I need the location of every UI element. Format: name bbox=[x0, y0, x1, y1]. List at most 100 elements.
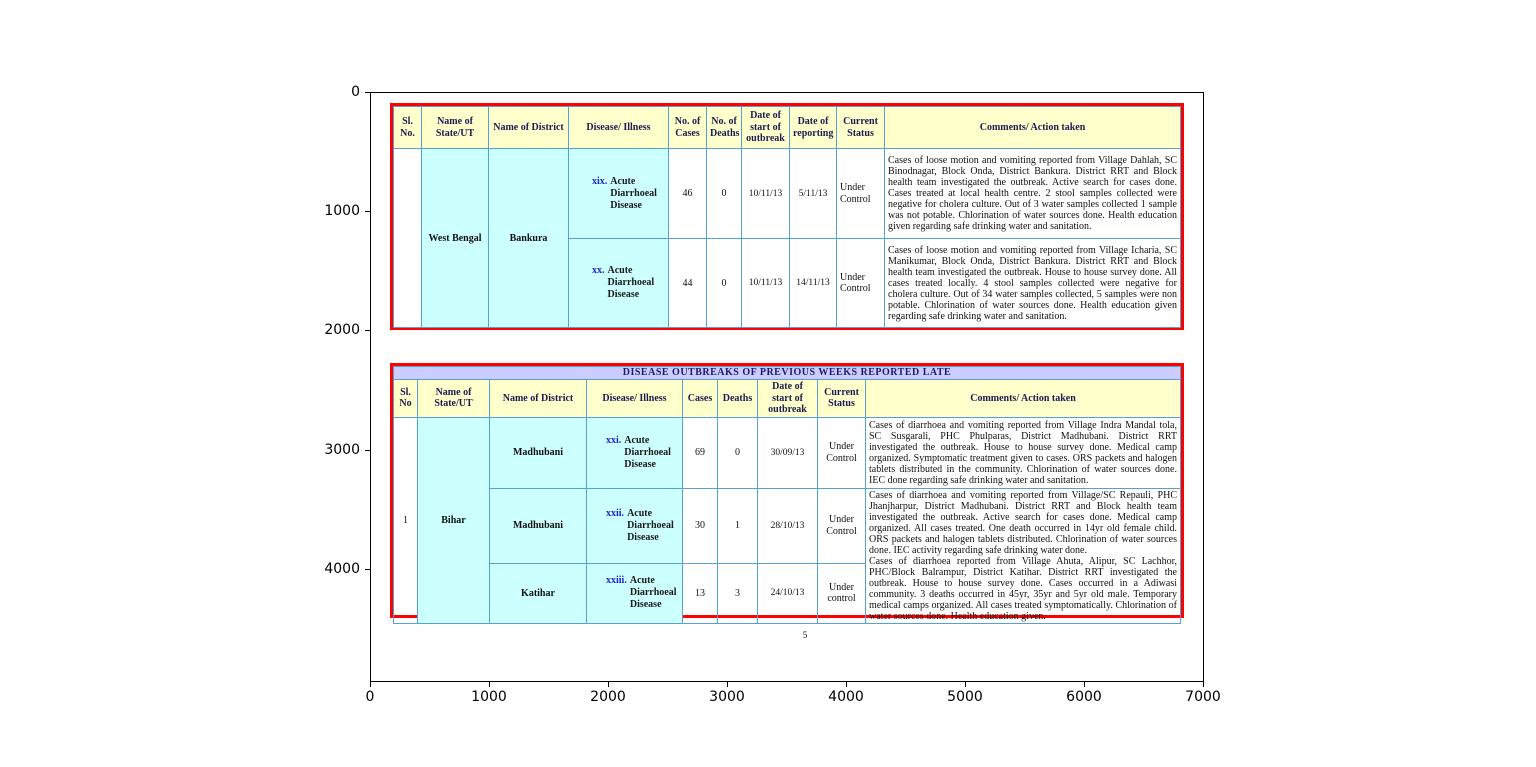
header-date-reporting: Date of reporting bbox=[789, 106, 837, 149]
disease-cell: xxiii. Acute Diarrhoeal Disease bbox=[586, 563, 683, 624]
comments-cell: Cases of loose motion and vomiting repor… bbox=[884, 148, 1181, 239]
y-axis-tick bbox=[365, 569, 370, 570]
sl-no-cell bbox=[393, 148, 422, 328]
x-axis-tick-label: 0 bbox=[365, 689, 375, 705]
cases-cell: 69 bbox=[682, 416, 718, 489]
state-cell: West Bengal bbox=[421, 148, 489, 328]
late-table-banner: DISEASE OUTBREAKS OF PREVIOUS WEEKS REPO… bbox=[393, 366, 1181, 380]
header-status: Current Status bbox=[817, 379, 866, 418]
x-axis-tick bbox=[1203, 682, 1204, 687]
late-outbreak-table: DISEASE OUTBREAKS OF PREVIOUS WEEKS REPO… bbox=[393, 366, 1181, 624]
deaths-cell: 0 bbox=[717, 416, 758, 489]
x-axis-tick bbox=[608, 682, 609, 687]
date-start-cell: 28/10/13 bbox=[757, 487, 818, 565]
y-axis-tick-label: 2000 bbox=[324, 322, 360, 338]
comments-cell-merged: Cases of diarrhoea and vomiting reported… bbox=[865, 487, 1181, 624]
disease-name: Acute Diarrhoeal Disease bbox=[627, 507, 674, 543]
disease-cell: xix. Acute Diarrhoeal Disease bbox=[568, 148, 669, 239]
outbreak-table-reported-late: DISEASE OUTBREAKS OF PREVIOUS WEEKS REPO… bbox=[390, 363, 1184, 624]
cases-cell: 44 bbox=[668, 238, 707, 328]
disease-index: xx. bbox=[592, 265, 605, 276]
disease-index: xxiii. bbox=[606, 575, 627, 587]
status-cell: Under control bbox=[817, 563, 866, 624]
header-state: Name of State/UT bbox=[421, 106, 489, 149]
table-row: 1 Bihar Madhubani xxi. Acute Diarrhoeal … bbox=[393, 416, 1181, 624]
page-number: 5 bbox=[802, 630, 808, 640]
district-cell: Madhubani bbox=[489, 487, 587, 565]
comments-paragraph: Cases of diarrhoea reported from Village… bbox=[869, 555, 1177, 622]
outbreak-table-current-week: Sl. No. Name of State/UT Name of Distric… bbox=[390, 103, 1184, 330]
y-axis-tick bbox=[365, 211, 370, 212]
x-axis-tick-label: 1000 bbox=[471, 689, 507, 705]
outbreak-table: Sl. No. Name of State/UT Name of Distric… bbox=[393, 106, 1181, 328]
y-axis-tick-label: 3000 bbox=[324, 442, 360, 458]
disease-index: xxi. bbox=[606, 434, 622, 446]
x-axis-tick bbox=[846, 682, 847, 687]
status-cell: Under Control bbox=[817, 416, 866, 489]
deaths-cell: 0 bbox=[706, 238, 742, 328]
table-row: West Bengal Bankura xix. Acute Diarrhoea… bbox=[393, 148, 1181, 328]
header-date-start: Date of start of outbreak bbox=[741, 106, 790, 149]
header-disease: Disease/ Illness bbox=[568, 106, 669, 149]
x-axis-tick bbox=[489, 682, 490, 687]
y-axis-tick bbox=[365, 450, 370, 451]
table-row: xx. Acute Diarrhoeal Disease 44 0 10/11/… bbox=[394, 238, 1181, 328]
x-axis-tick-label: 3000 bbox=[709, 689, 745, 705]
district-cell: Bankura bbox=[488, 148, 569, 328]
date-start-cell: 10/11/13 bbox=[741, 148, 790, 239]
x-axis-tick-label: 4000 bbox=[828, 689, 864, 705]
header-district: Name of District bbox=[489, 379, 587, 418]
status-cell: Under Control bbox=[817, 487, 866, 565]
comments-cell: Cases of loose motion and vomiting repor… bbox=[884, 238, 1181, 328]
header-comments: Comments/ Action taken bbox=[884, 106, 1181, 149]
cases-cell: 13 bbox=[682, 563, 718, 624]
x-axis-tick-label: 7000 bbox=[1185, 689, 1221, 705]
header-disease: Disease/ Illness bbox=[586, 379, 683, 418]
header-cases: Cases bbox=[682, 379, 718, 418]
disease-index: xix. bbox=[592, 175, 608, 187]
cases-cell: 30 bbox=[682, 487, 718, 565]
y-axis-tick-label: 0 bbox=[351, 84, 360, 100]
x-axis-tick-label: 5000 bbox=[947, 689, 983, 705]
x-axis-tick-label: 6000 bbox=[1066, 689, 1102, 705]
status-cell: Under Control bbox=[836, 148, 885, 239]
deaths-cell: 3 bbox=[717, 563, 758, 624]
table-header-row: Sl. No. Name of State/UT Name of Distric… bbox=[393, 106, 1181, 149]
cases-cell: 46 bbox=[668, 148, 707, 239]
header-deaths: Deaths bbox=[717, 379, 758, 418]
disease-cell: xx. Acute Diarrhoeal Disease bbox=[568, 238, 669, 328]
date-reporting-cell: 5/11/13 bbox=[789, 148, 837, 239]
header-comments: Comments/ Action taken bbox=[865, 379, 1181, 418]
table-row: Katihar xxiii. Acute Diarrhoeal Disease … bbox=[394, 563, 1181, 624]
sl-no-cell: 1 bbox=[393, 416, 418, 624]
y-axis-tick bbox=[365, 92, 370, 93]
y-axis-tick-label: 4000 bbox=[324, 561, 360, 577]
table-header-row: Sl. No Name of State/UT Name of District… bbox=[393, 379, 1181, 418]
y-axis-tick-label: 1000 bbox=[324, 203, 360, 219]
y-axis-tick bbox=[365, 330, 370, 331]
deaths-cell: 0 bbox=[706, 148, 742, 239]
district-cell: Katihar bbox=[489, 563, 587, 624]
x-axis-tick bbox=[727, 682, 728, 687]
disease-cell: xxii. Acute Diarrhoeal Disease bbox=[586, 487, 683, 565]
date-start-cell: 24/10/13 bbox=[757, 563, 818, 624]
disease-name: Acute Diarrhoeal Disease bbox=[624, 434, 671, 470]
deaths-cell: 1 bbox=[717, 487, 758, 565]
header-date-start: Date of start of outbreak bbox=[757, 379, 818, 418]
district-cell: Madhubani bbox=[489, 416, 587, 489]
disease-cell: xxi. Acute Diarrhoeal Disease bbox=[586, 416, 683, 489]
status-cell: Under Control bbox=[836, 238, 885, 328]
header-district: Name of District bbox=[488, 106, 569, 149]
date-start-cell: 30/09/13 bbox=[757, 416, 818, 489]
x-axis-tick bbox=[1084, 682, 1085, 687]
comments-paragraph: Cases of diarrhoea and vomiting reported… bbox=[869, 489, 1177, 556]
header-sl-no: Sl. No. bbox=[393, 106, 422, 149]
x-axis-tick-label: 2000 bbox=[590, 689, 626, 705]
disease-index: xxii. bbox=[606, 507, 625, 519]
x-axis-tick bbox=[370, 682, 371, 687]
header-deaths: No. of Deaths bbox=[706, 106, 742, 149]
disease-name: Acute Diarrhoeal Disease bbox=[607, 265, 655, 300]
x-axis-tick bbox=[965, 682, 966, 687]
state-cell: Bihar bbox=[417, 416, 490, 624]
